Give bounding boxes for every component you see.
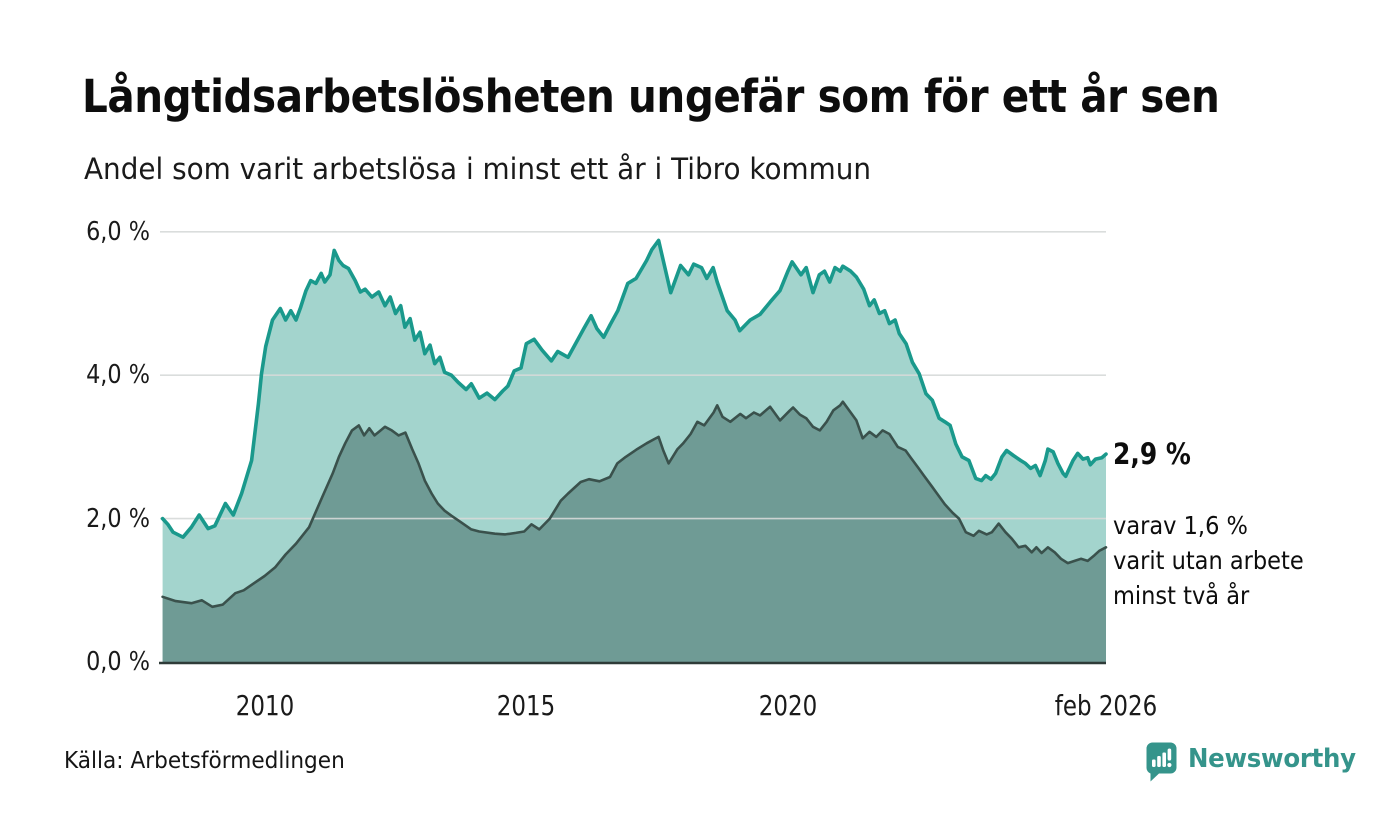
newsworthy-bubble-chart-icon (1146, 742, 1177, 782)
series-line-1 (161, 400, 1108, 609)
series-line-0 (160, 238, 1108, 539)
newsworthy-wordmark: Newsworthy (1188, 744, 1356, 774)
source-note: Källa: Arbetsförmedlingen (64, 748, 345, 774)
x-tick-label: feb 2026 (1054, 689, 1158, 722)
y-tick-label: 2,0 % (86, 503, 150, 534)
x-tick-label: 2010 (235, 689, 294, 722)
chart-title: Långtidsarbetslösheten ungefär som för e… (82, 70, 1220, 123)
x-tick-label: 2020 (758, 689, 818, 722)
y-tick-label: 0,0 % (86, 647, 150, 677)
area-fill-series-1 (162, 401, 1107, 662)
y-tick-label: 4,0 % (86, 360, 150, 391)
x-tick-label: 2015 (497, 689, 556, 722)
y-tick-label: 6,0 % (86, 216, 150, 247)
secondary-annotation: varav 1,6 % varit utan arbete minst två … (1113, 511, 1304, 610)
latest-value-label: 2,9 % (1113, 437, 1191, 471)
newsworthy-logo: Newsworthy (1146, 742, 1366, 782)
chart-subtitle: Andel som varit arbetslösa i minst ett å… (84, 152, 872, 186)
